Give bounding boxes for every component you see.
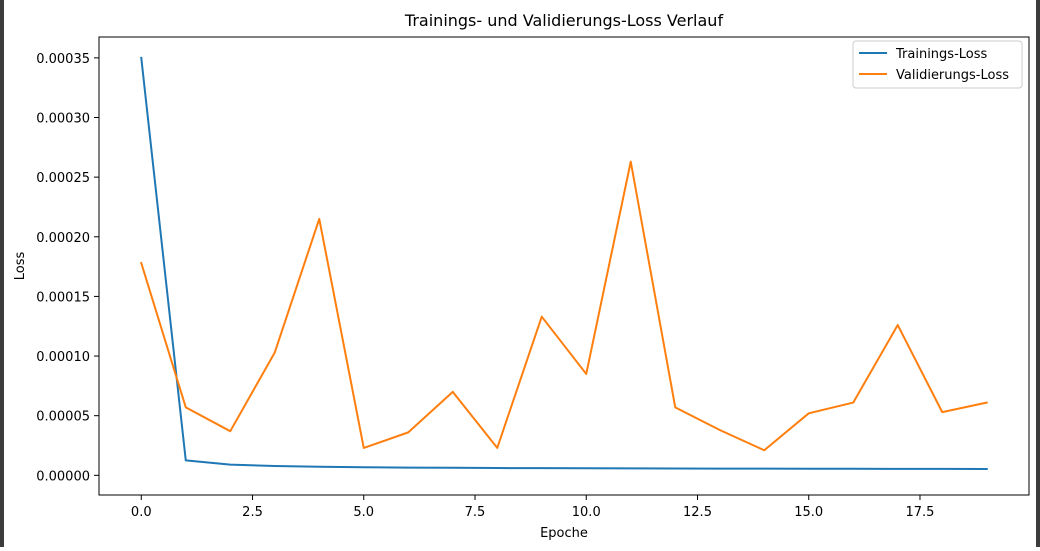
chart-title: Trainings- und Validierungs-Loss Verlauf [404, 11, 724, 30]
y-tick-label: 0.00030 [36, 112, 90, 127]
x-tick-label: 17.5 [906, 505, 935, 520]
x-tick-label: 15.0 [794, 505, 823, 520]
legend: Trainings-Loss Validierungs-Loss [852, 40, 1023, 89]
x-axis-label: Epoche [540, 526, 588, 541]
x-tick-label: 12.5 [683, 505, 712, 520]
x-axis: 0.0 2.5 5.0 7.5 10.0 12.5 15.0 17.5 [131, 495, 935, 520]
x-tick-label: 7.5 [465, 505, 486, 520]
x-tick-label: 2.5 [242, 505, 263, 520]
y-axis-label: Loss [13, 252, 28, 281]
series-line-trainings-loss [140, 56, 988, 471]
y-axis: 0.00000 0.00005 0.00010 0.00015 0.00020 0.000… [36, 52, 99, 484]
y-tick-label: 0.00010 [36, 350, 90, 365]
window-edge-right [1036, 0, 1040, 547]
y-tick-label: 0.00015 [36, 290, 90, 305]
window-edge-left [0, 0, 4, 547]
x-tick-label: 10.0 [572, 505, 601, 520]
plot-area [98, 36, 1030, 496]
plot-frame [98, 36, 1030, 496]
y-tick-label: 0.00020 [36, 231, 90, 246]
y-tick-label: 0.00035 [36, 52, 90, 67]
legend-label-validierungs-loss: Validierungs-Loss [896, 68, 1009, 83]
x-tick-label: 5.0 [353, 505, 374, 520]
legend-box [852, 40, 1023, 89]
series-line-validierungs-loss [140, 160, 988, 452]
x-tick-label: 0.0 [131, 505, 152, 520]
y-tick-label: 0.00000 [36, 469, 90, 484]
y-tick-label: 0.00025 [36, 171, 90, 186]
y-tick-label: 0.00005 [36, 410, 90, 425]
series-lines [140, 56, 988, 471]
legend-label-trainings-loss: Trainings-Loss [895, 47, 988, 62]
